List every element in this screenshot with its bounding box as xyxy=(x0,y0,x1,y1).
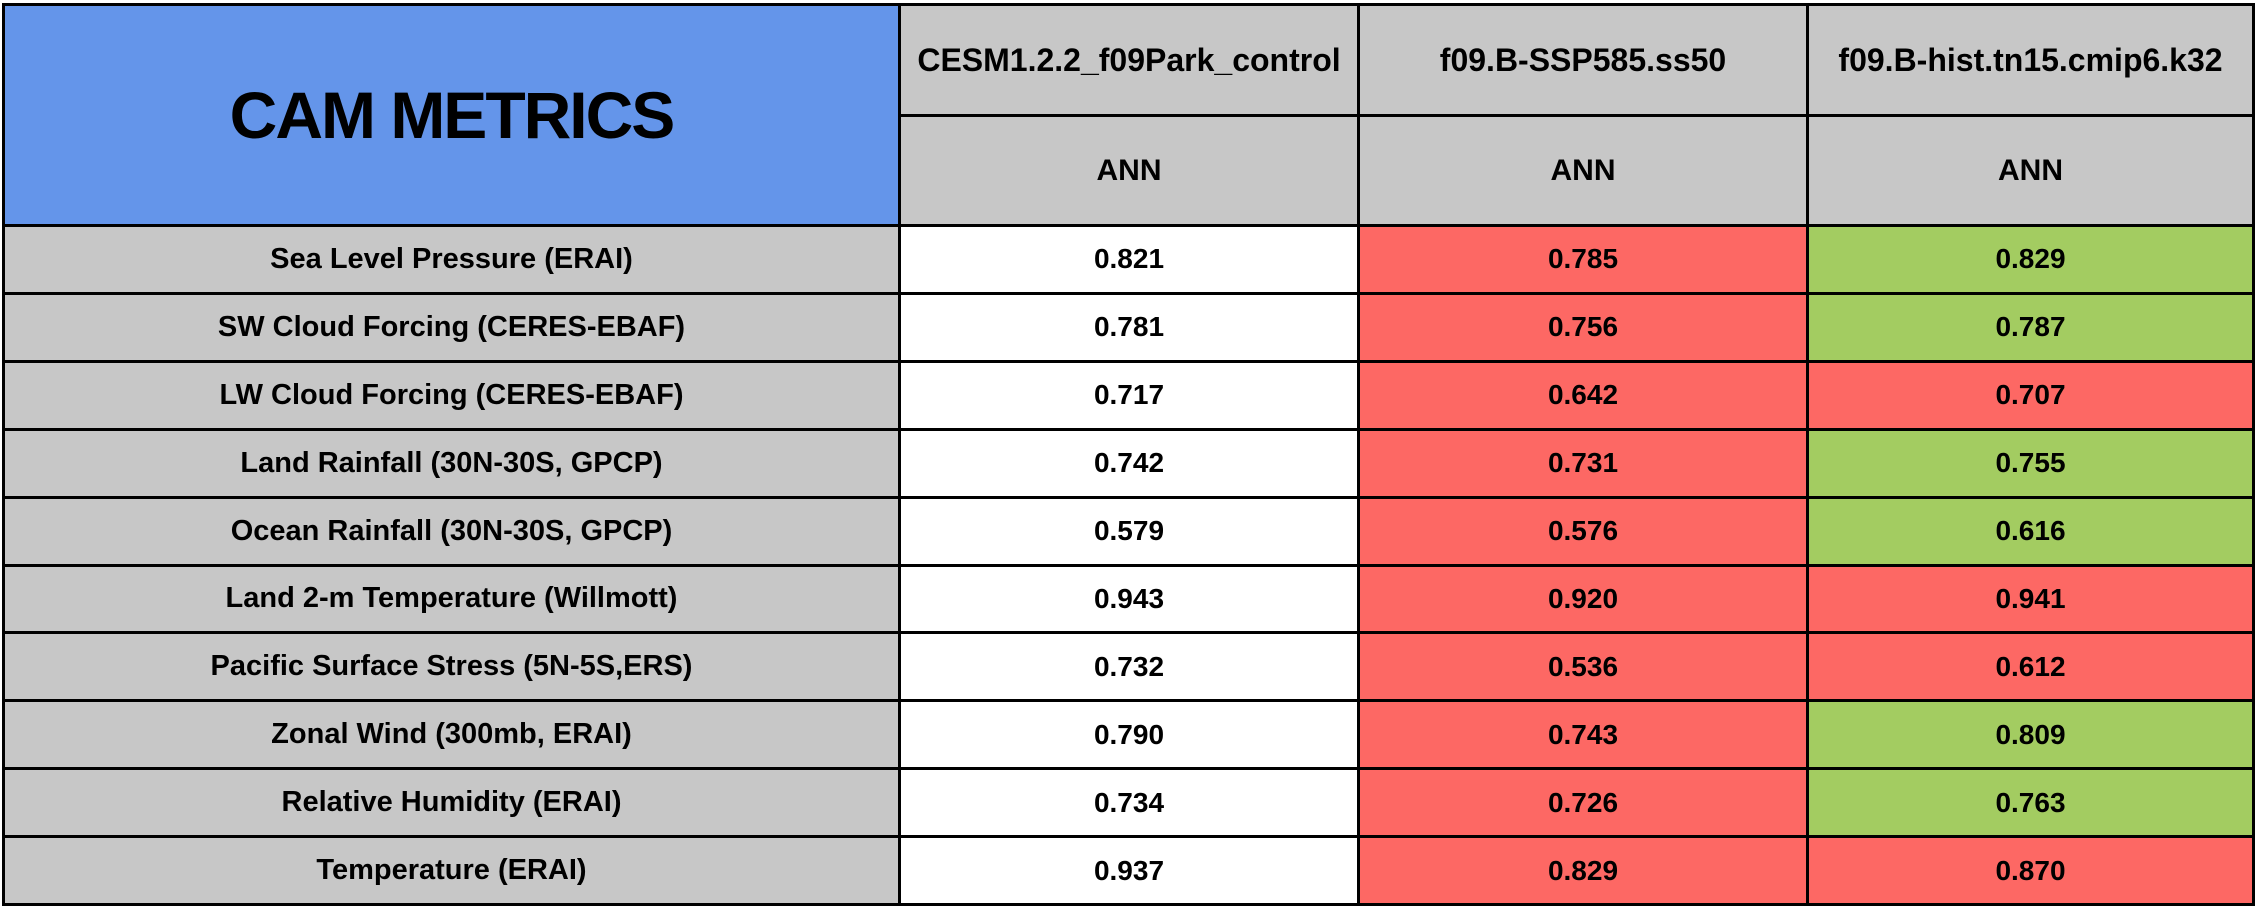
value-cell: 0.732 xyxy=(901,634,1357,700)
column-header-model-2: f09.B-SSP585.ss50 xyxy=(1360,6,1806,114)
value-cell: 0.731 xyxy=(1360,430,1806,496)
value-cell: 0.734 xyxy=(901,770,1357,836)
metric-label-cell: Pacific Surface Stress (5N-5S,ERS) xyxy=(5,634,898,700)
value-cell: 0.612 xyxy=(1809,634,2252,700)
column-header-model-1: CESM1.2.2_f09Park_control xyxy=(901,6,1357,114)
value-cell: 0.787 xyxy=(1809,294,2252,360)
metrics-table: CAM METRICS CESM1.2.2_f09Park_control f0… xyxy=(2,3,2255,906)
value-cell: 0.920 xyxy=(1360,566,1806,632)
value-cell: 0.756 xyxy=(1360,294,1806,360)
column-header-season-1: ANN xyxy=(901,117,1357,224)
metric-label-cell: LW Cloud Forcing (CERES-EBAF) xyxy=(5,362,898,428)
metric-label-cell: SW Cloud Forcing (CERES-EBAF) xyxy=(5,294,898,360)
value-cell: 0.743 xyxy=(1360,702,1806,768)
value-cell: 0.829 xyxy=(1360,838,1806,903)
value-cell: 0.937 xyxy=(901,838,1357,903)
metric-label-cell: Relative Humidity (ERAI) xyxy=(5,770,898,836)
column-header-season-3: ANN xyxy=(1809,117,2252,224)
metric-label-cell: Land Rainfall (30N-30S, GPCP) xyxy=(5,430,898,496)
metric-label-cell: Temperature (ERAI) xyxy=(5,838,898,903)
value-cell: 0.829 xyxy=(1809,227,2252,292)
value-cell: 0.785 xyxy=(1360,227,1806,292)
value-cell: 0.809 xyxy=(1809,702,2252,768)
value-cell: 0.790 xyxy=(901,702,1357,768)
metric-label-cell: Land 2-m Temperature (Willmott) xyxy=(5,566,898,632)
value-cell: 0.576 xyxy=(1360,498,1806,564)
metric-label-cell: Sea Level Pressure (ERAI) xyxy=(5,227,898,292)
value-cell: 0.941 xyxy=(1809,566,2252,632)
value-cell: 0.763 xyxy=(1809,770,2252,836)
value-cell: 0.579 xyxy=(901,498,1357,564)
value-cell: 0.726 xyxy=(1360,770,1806,836)
value-cell: 0.707 xyxy=(1809,362,2252,428)
column-header-season-2: ANN xyxy=(1360,117,1806,224)
value-cell: 0.717 xyxy=(901,362,1357,428)
value-cell: 0.943 xyxy=(901,566,1357,632)
metric-label-cell: Ocean Rainfall (30N-30S, GPCP) xyxy=(5,498,898,564)
value-cell: 0.781 xyxy=(901,294,1357,360)
value-cell: 0.821 xyxy=(901,227,1357,292)
metric-label-cell: Zonal Wind (300mb, ERAI) xyxy=(5,702,898,768)
column-header-model-3: f09.B-hist.tn15.cmip6.k32 xyxy=(1809,6,2252,114)
value-cell: 0.616 xyxy=(1809,498,2252,564)
value-cell: 0.755 xyxy=(1809,430,2252,496)
value-cell: 0.870 xyxy=(1809,838,2252,903)
value-cell: 0.536 xyxy=(1360,634,1806,700)
value-cell: 0.642 xyxy=(1360,362,1806,428)
value-cell: 0.742 xyxy=(901,430,1357,496)
table-title-cell: CAM METRICS xyxy=(5,6,898,224)
